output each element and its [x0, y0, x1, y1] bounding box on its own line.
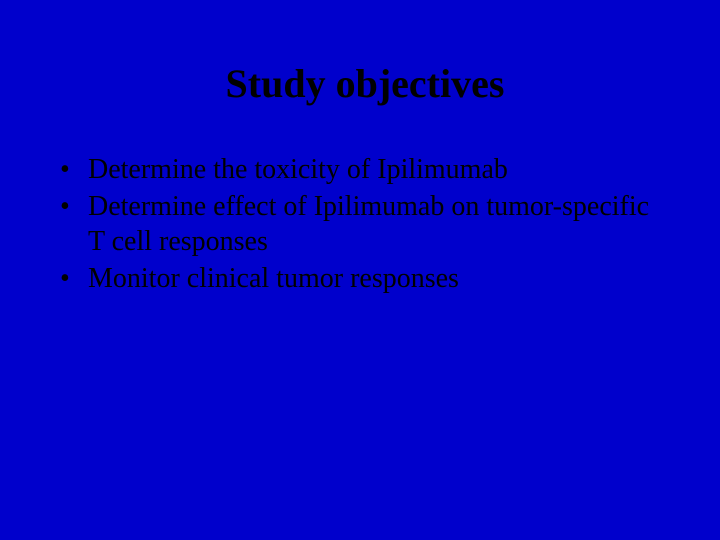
slide-title: Study objectives — [60, 60, 670, 107]
bullet-item: Determine effect of Ipilimumab on tumor-… — [60, 189, 670, 259]
bullet-item: Monitor clinical tumor responses — [60, 261, 670, 296]
bullet-item: Determine the toxicity of Ipilimumab — [60, 152, 670, 187]
slide-container: Study objectives Determine the toxicity … — [0, 0, 720, 540]
bullet-list: Determine the toxicity of Ipilimumab Det… — [60, 152, 670, 296]
